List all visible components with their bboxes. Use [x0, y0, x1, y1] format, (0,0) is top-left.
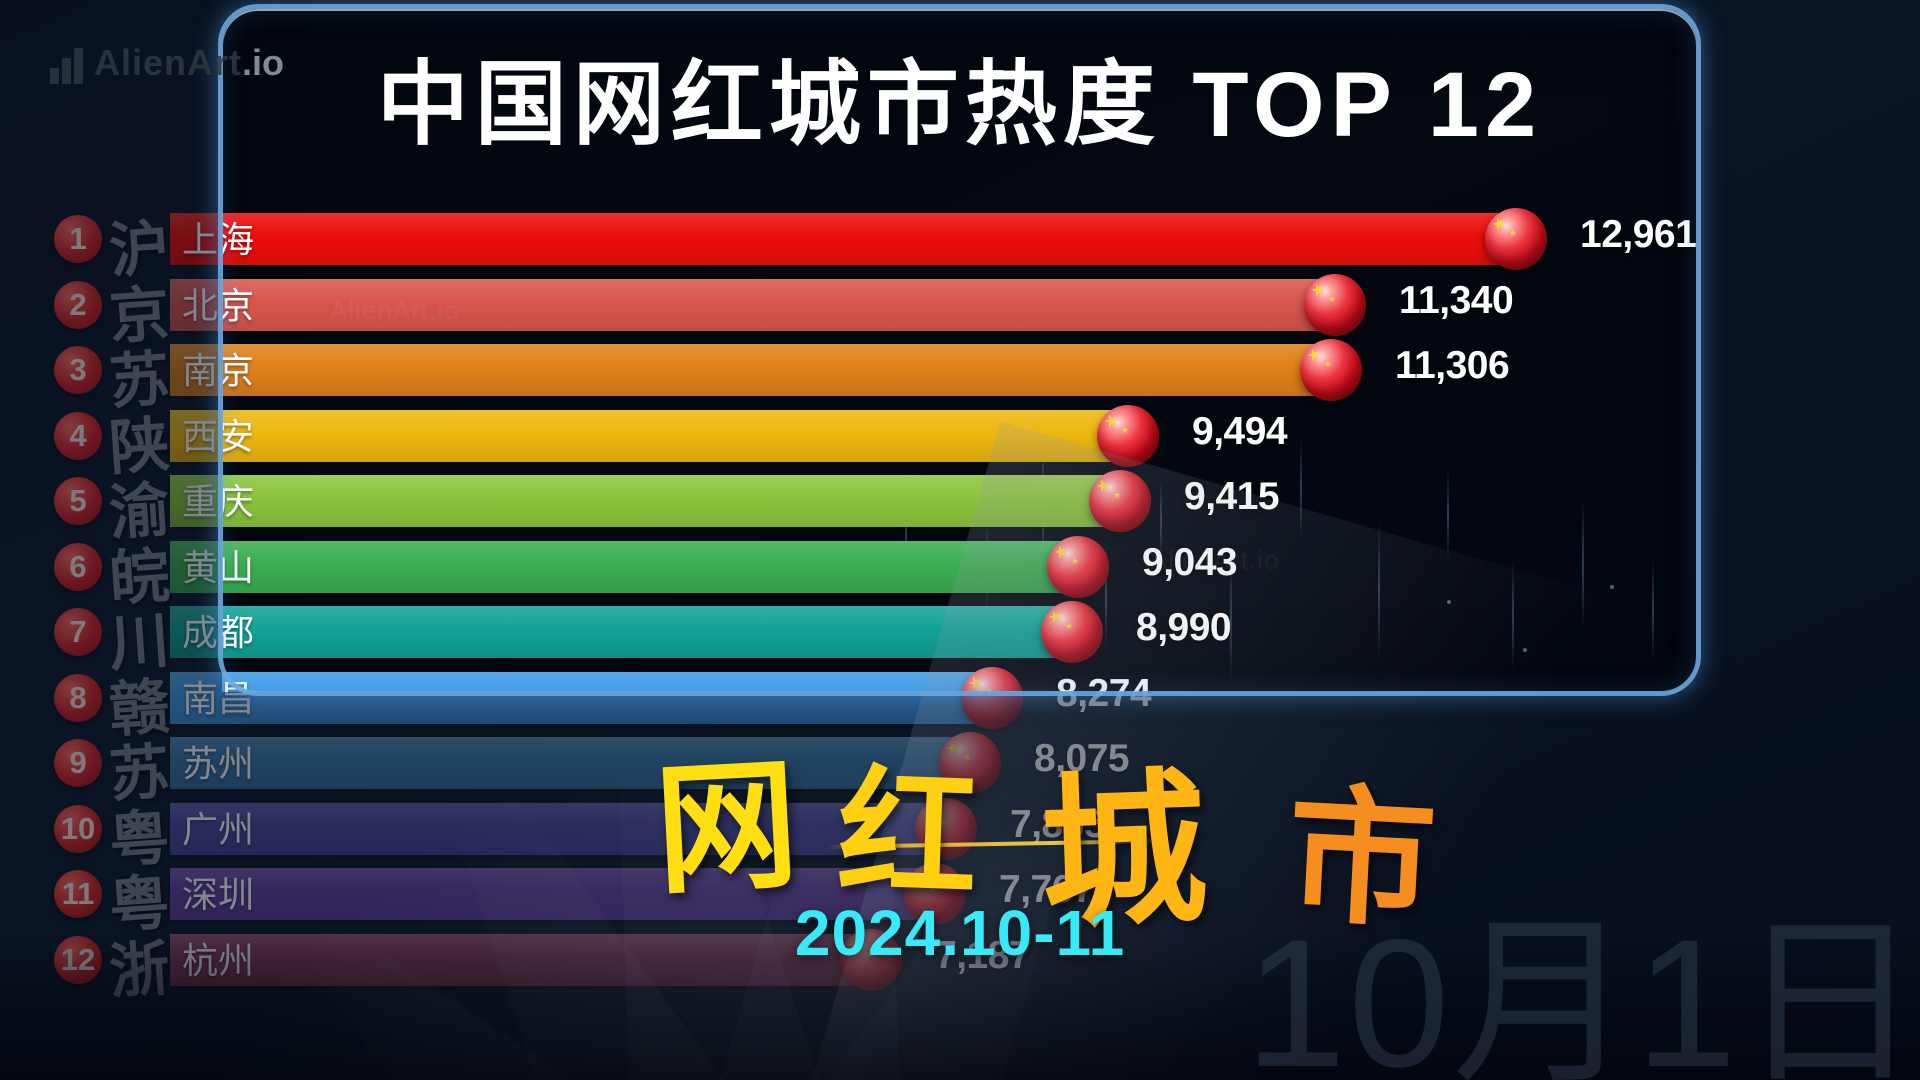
value-bar: 南京 [170, 344, 1355, 396]
date-range-label: 2024.10-11 [794, 897, 1126, 969]
bar-value: 9,043 [1142, 540, 1238, 584]
dim-overlay-left [0, 8, 222, 692]
background-date-text: 10月1日 [1245, 901, 1920, 1080]
value-bar: 黄山 [170, 540, 1102, 593]
dim-overlay-top [0, 0, 1920, 8]
value-bar: 重庆 [170, 475, 1144, 527]
light-streak [1512, 560, 1514, 670]
dim-overlay-right [1697, 8, 1920, 692]
light-streak [1652, 560, 1654, 660]
bar-value: 11,340 [1399, 278, 1514, 322]
light-streak [905, 470, 907, 590]
china-flag-ball-icon: ★★ [1300, 339, 1362, 401]
light-streak [1300, 440, 1302, 540]
china-flag-ball-icon: ★★ [1304, 273, 1366, 336]
watermark-suffix: .io [242, 42, 285, 83]
watermark-brand: AlienArt [94, 42, 243, 83]
value-bar: 成都 [170, 606, 1096, 658]
china-flag-ball-icon: ★★ [1485, 208, 1547, 270]
ghost-watermark: AlienArt.io [1150, 545, 1280, 575]
light-streak [1378, 520, 1380, 660]
sparkle-dot [1447, 600, 1451, 604]
light-streak [1230, 560, 1232, 680]
ghost-watermark: AlienArt.io [330, 295, 460, 325]
bar-value: 8,990 [1136, 606, 1232, 649]
page-title: 中国网红城市热度 TOP 12 [376, 54, 1543, 156]
light-streak [1160, 480, 1162, 560]
sparkle-dot [1523, 648, 1527, 652]
value-bar: 上海 [170, 213, 1540, 265]
light-streak [1447, 470, 1449, 560]
bar-value: 12,961 [1580, 213, 1697, 256]
bottom-vignette [0, 930, 1920, 1080]
light-streak [1105, 540, 1107, 650]
bar-value: 9,415 [1184, 475, 1280, 518]
china-flag-ball-icon: ★★ [1097, 404, 1159, 467]
light-streak [1582, 500, 1584, 630]
china-flag-ball-icon: ★★ [1089, 470, 1151, 532]
value-bar: 西安 [170, 409, 1152, 462]
bar-value: 11,306 [1395, 344, 1510, 387]
bar-value: 9,494 [1192, 409, 1288, 453]
china-flag-ball-icon: ★★ [1041, 601, 1103, 663]
bar-chart-icon [50, 48, 86, 84]
sparkle-dot [1610, 585, 1614, 589]
china-flag-ball-icon: ★★ [1047, 535, 1109, 598]
watermark-logo: AlienArt .io [50, 42, 284, 84]
